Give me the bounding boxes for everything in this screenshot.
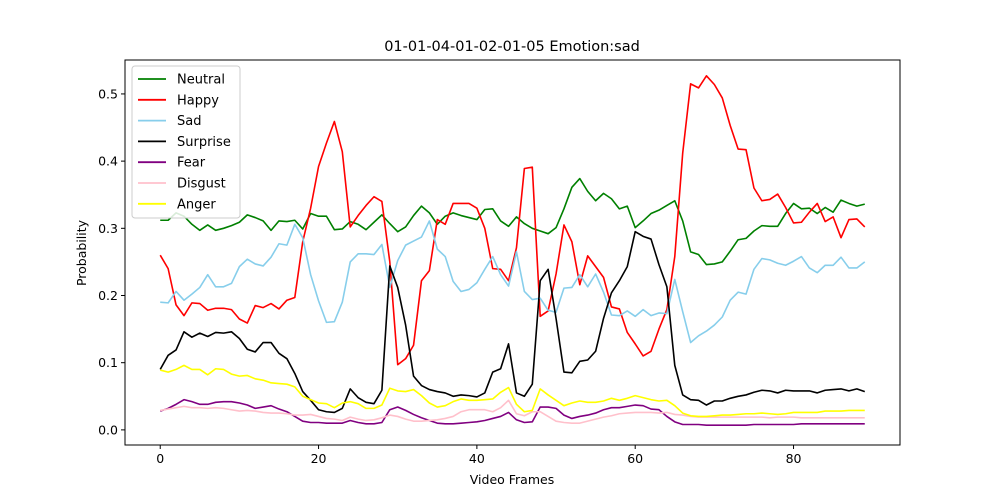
legend-label-neutral: Neutral — [177, 73, 225, 88]
series-layer — [159, 74, 866, 426]
legend-label-happy: Happy — [177, 93, 219, 108]
legend-label-fear: Fear — [177, 156, 206, 171]
y-tick-label: 0.2 — [98, 288, 118, 303]
plot-area-frame — [124, 59, 901, 446]
x-tick-label: 80 — [786, 451, 802, 466]
y-axis-ticks: 0.0 0.1 0.2 0.3 0.4 0.5 — [98, 86, 125, 437]
legend-label-disgust: Disgust — [177, 177, 226, 192]
y-tick-label: 0.4 — [98, 154, 118, 169]
x-axis-ticks: 0 20 40 60 80 — [156, 445, 802, 466]
y-tick-label: 0.1 — [98, 355, 118, 370]
y-tick-label: 0.5 — [98, 86, 118, 101]
chart-title: 01-01-04-01-02-01-05 Emotion:sad — [384, 39, 640, 55]
series-line-neutral — [160, 177, 865, 266]
y-tick-label: 0.0 — [98, 422, 118, 437]
legend-label-sad: Sad — [177, 114, 201, 129]
legend-box — [131, 65, 241, 219]
series-line-surprise — [159, 230, 866, 414]
y-tick-label: 0.3 — [98, 221, 118, 236]
x-tick-label: 0 — [156, 451, 164, 466]
series-line-sad — [160, 220, 866, 344]
series-line-anger — [160, 364, 865, 418]
series-line-disgust — [160, 399, 865, 424]
x-tick-label: 60 — [627, 451, 643, 466]
legend-label-surprise: Surprise — [177, 135, 231, 150]
x-tick-label: 40 — [469, 451, 485, 466]
series-line-fear — [159, 398, 865, 426]
x-axis-label: Video Frames — [470, 472, 554, 487]
legend-label-anger: Anger — [177, 197, 216, 212]
legend: Neutral Happy Sad Surprise Fear Disgust Anger — [131, 65, 241, 219]
x-tick-label: 20 — [311, 451, 327, 466]
y-axis-label: Probability — [74, 219, 89, 286]
series-line-happy — [159, 74, 866, 366]
